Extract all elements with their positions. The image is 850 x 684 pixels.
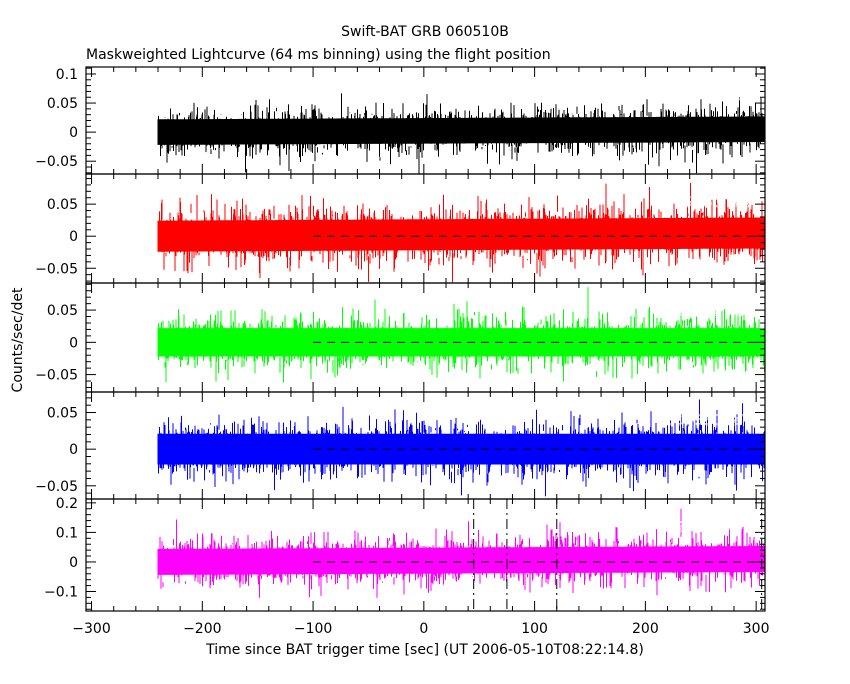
band-label: 15−350 keV <box>665 520 752 536</box>
series-100-350-kev <box>157 399 766 497</box>
x-tick-label: 200 <box>632 621 659 637</box>
band-label: 25−50 keV <box>674 195 752 211</box>
x-tick-label: −200 <box>183 621 221 637</box>
x-tick-label: 0 <box>419 621 428 637</box>
chart-subtitle: Maskweighted Lightcurve (64 ms binning) … <box>86 47 551 63</box>
y-tick-label: 0.05 <box>47 406 78 422</box>
y-tick-label: 0.1 <box>56 67 78 83</box>
x-tick-label: 300 <box>743 621 770 637</box>
series-15-25-kev <box>157 93 766 174</box>
y-tick-label: 0.2 <box>56 496 78 512</box>
y-tick-label: 0.1 <box>56 525 78 541</box>
x-tick-label: −300 <box>72 621 110 637</box>
x-tick-label: 100 <box>521 621 548 637</box>
y-tick-label: −0.05 <box>35 368 78 384</box>
y-tick-label: 0.05 <box>47 303 78 319</box>
y-tick-label: −0.1 <box>44 584 78 600</box>
y-tick-label: −0.05 <box>35 261 78 277</box>
panel-15-350-kev: 15−350 keV 0.2 0.1 0 −0.1 <box>44 496 766 612</box>
chart-title: Swift-BAT GRB 060510B <box>341 24 509 40</box>
y-tick-label: 0.05 <box>47 96 78 112</box>
panel-15-25-kev: 15−25 keV 0.1 0.05 0 −0.05 <box>35 66 766 175</box>
panel-50-100-kev: 50−100 keV 0.05 0 −0.05 <box>35 282 766 393</box>
panel-frame <box>85 498 766 612</box>
y-tick-label: 0.05 <box>47 197 78 213</box>
y-tick-label: 0 <box>69 442 78 458</box>
panel-25-50-kev: 25−50 keV 0.05 0 −0.05 <box>35 173 766 284</box>
y-tick-label: −0.05 <box>35 154 78 170</box>
series-50-100-kev <box>157 287 766 383</box>
band-label: 15−25 keV <box>674 88 752 104</box>
y-tick-label: 0 <box>69 229 78 245</box>
y-axis-label: Counts/sec/det <box>10 287 26 392</box>
y-tick-label: 0 <box>69 335 78 351</box>
x-axis-label: Time since BAT trigger time [sec] (UT 20… <box>205 642 644 658</box>
series-15-350-kev <box>157 508 766 598</box>
panel-100-350-kev: 100−350 keV 0.05 0 −0.05 <box>35 391 766 500</box>
y-tick-label: −0.05 <box>35 479 78 495</box>
y-tick-label: 0 <box>69 555 78 571</box>
y-tick-label: 0 <box>69 125 78 141</box>
band-label: 100−350 keV <box>657 413 753 429</box>
band-label: 50−100 keV <box>665 304 752 320</box>
x-tick-label: −100 <box>294 621 332 637</box>
series-25-50-kev <box>157 182 766 283</box>
